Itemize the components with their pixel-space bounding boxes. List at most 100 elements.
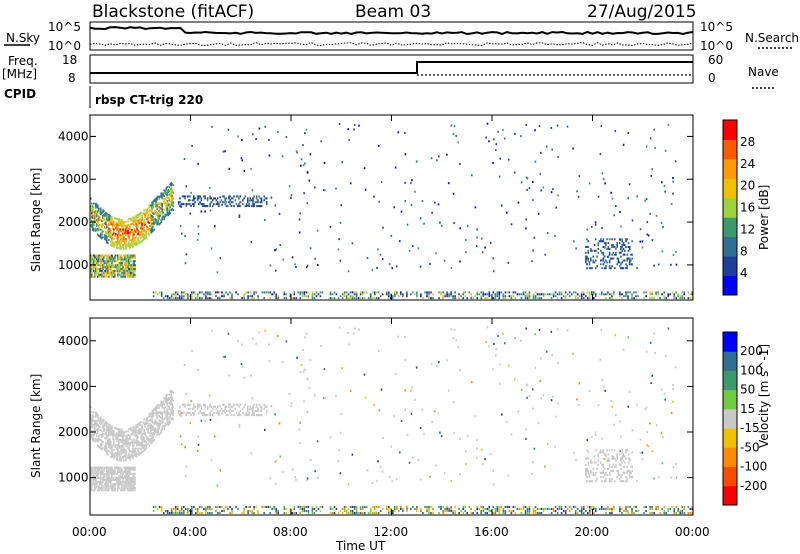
velocity-cell	[98, 439, 100, 442]
velocity-cell	[207, 505, 209, 508]
power-cell	[156, 202, 158, 205]
velocity-cell	[631, 507, 633, 510]
power-cell	[127, 275, 129, 278]
velocity-cell	[245, 505, 247, 508]
power-cell	[168, 197, 170, 200]
velocity-cell	[108, 423, 110, 426]
power-cell	[484, 246, 486, 249]
velocity-cell	[283, 512, 286, 515]
velocity-cell	[129, 468, 131, 471]
power-cell	[605, 267, 607, 270]
power-cell	[120, 238, 122, 241]
power-cell	[117, 235, 119, 238]
power-cell	[341, 161, 344, 164]
velocity-cell	[120, 481, 122, 484]
velocity-cell	[132, 455, 134, 458]
power-cell	[359, 291, 362, 294]
power-cell	[181, 297, 183, 300]
velocity-cell	[245, 411, 248, 414]
power-cell	[160, 291, 163, 294]
velocity-cell	[472, 512, 474, 515]
velocity-cell	[247, 405, 249, 408]
power-cell	[315, 295, 318, 298]
power-cell	[670, 203, 673, 205]
power-cell	[97, 260, 99, 263]
power-cell	[180, 232, 183, 235]
velocity-cell	[130, 429, 132, 432]
power-cell	[97, 218, 99, 221]
power-cell	[118, 254, 120, 257]
power-cell	[273, 293, 275, 296]
power-cell	[113, 245, 115, 248]
power-cell	[210, 201, 213, 204]
velocity-cell	[349, 512, 352, 515]
velocity-cell	[302, 370, 305, 373]
power-cell	[156, 219, 158, 222]
velocity-cell	[132, 474, 134, 477]
power-cell	[528, 291, 531, 294]
power-cell	[303, 295, 306, 298]
velocity-cell	[589, 507, 591, 510]
velocity-cell	[135, 447, 137, 450]
velocity-cell	[570, 507, 573, 510]
power-cell	[168, 193, 170, 196]
power-cell	[434, 201, 436, 204]
velocity-cell	[394, 510, 396, 513]
power-cell	[154, 217, 156, 220]
power-cell	[622, 143, 625, 146]
velocity-cell	[246, 413, 249, 416]
power-cell	[154, 210, 156, 213]
power-cell	[90, 209, 92, 212]
velocity-cell	[228, 374, 231, 377]
velocity-cell	[161, 405, 163, 408]
power-cell	[95, 270, 97, 272]
power-cell	[169, 194, 171, 197]
power-cell	[160, 192, 162, 195]
velocity-cell	[311, 507, 314, 510]
velocity-cell	[394, 507, 396, 510]
power-cell	[426, 293, 428, 296]
power-cell	[106, 231, 108, 234]
power-cell	[166, 201, 168, 204]
power-cell	[578, 175, 581, 178]
velocity-cell	[621, 512, 623, 515]
power-cell	[160, 293, 163, 296]
power-cell	[163, 199, 165, 201]
power-cell	[181, 203, 184, 206]
power-cell	[127, 243, 129, 246]
power-cell	[215, 203, 218, 206]
velocity-cell	[395, 478, 398, 481]
velocity-cell	[109, 444, 111, 447]
velocity-cell	[106, 470, 108, 473]
power-cell	[446, 293, 448, 296]
power-cell	[597, 244, 600, 246]
velocity-cell	[114, 426, 116, 429]
power-cell	[607, 246, 610, 248]
velocity-cell	[196, 407, 199, 410]
velocity-cell	[219, 469, 222, 472]
power-cell	[107, 266, 109, 269]
power-cell	[209, 205, 211, 208]
velocity-cell	[96, 472, 98, 475]
power-cell	[450, 124, 453, 127]
velocity-cell	[131, 487, 133, 490]
velocity-cell	[147, 422, 149, 425]
velocity-cell	[622, 455, 625, 458]
velocity-cell	[118, 470, 120, 473]
velocity-cell	[347, 512, 350, 515]
velocity-cell	[151, 428, 153, 431]
power-cell	[585, 261, 587, 264]
velocity-cell	[199, 505, 201, 508]
velocity-cell	[129, 427, 131, 430]
power-cell	[600, 263, 602, 266]
velocity-cell	[111, 433, 113, 436]
power-cell	[100, 266, 102, 269]
velocity-cell	[93, 472, 95, 475]
power-cell	[502, 297, 505, 300]
power-cell	[475, 245, 478, 248]
velocity-cell	[116, 456, 118, 459]
velocity-cell	[432, 507, 434, 510]
velocity-cell	[125, 457, 127, 460]
power-cell	[118, 258, 120, 261]
velocity-cell	[108, 439, 110, 442]
